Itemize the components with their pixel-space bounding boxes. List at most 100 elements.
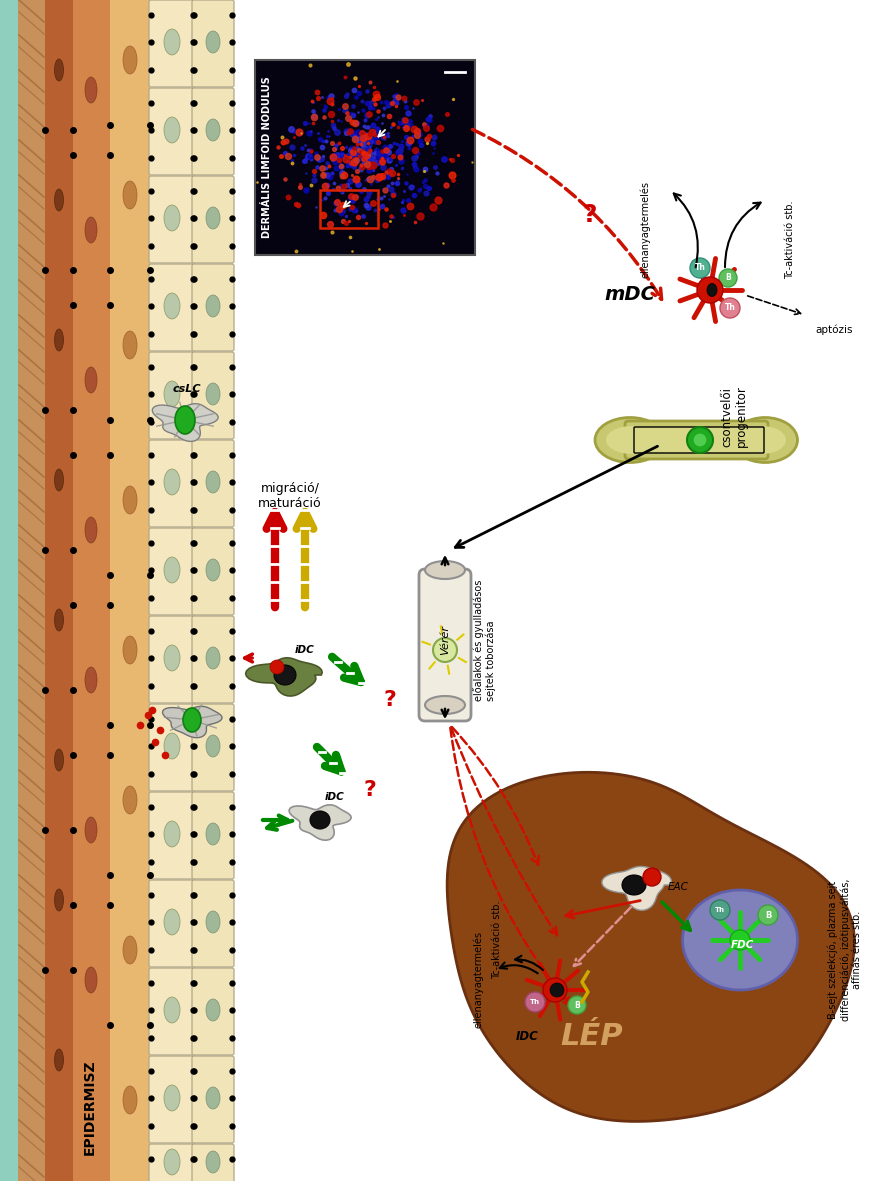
Text: Th: Th <box>530 999 540 1005</box>
Ellipse shape <box>123 181 137 209</box>
Text: ellenanyagtermelés: ellenanyagtermelés <box>473 932 484 1029</box>
Text: B: B <box>574 1000 580 1010</box>
FancyBboxPatch shape <box>192 352 234 439</box>
Text: Tc-aktiváció stb.: Tc-aktiváció stb. <box>492 901 502 979</box>
FancyBboxPatch shape <box>419 569 471 720</box>
FancyBboxPatch shape <box>149 176 195 263</box>
Ellipse shape <box>206 647 220 668</box>
Ellipse shape <box>164 557 180 583</box>
Polygon shape <box>245 658 322 696</box>
Ellipse shape <box>164 381 180 407</box>
Ellipse shape <box>85 217 97 243</box>
Text: Th: Th <box>725 304 735 313</box>
FancyBboxPatch shape <box>634 428 764 454</box>
Ellipse shape <box>206 119 220 141</box>
Text: ellenanyagtermelés: ellenanyagtermelés <box>640 182 650 279</box>
Ellipse shape <box>425 696 465 715</box>
Text: EPIDERMISZ: EPIDERMISZ <box>83 1059 97 1155</box>
Ellipse shape <box>183 707 201 732</box>
FancyBboxPatch shape <box>192 616 234 703</box>
FancyBboxPatch shape <box>192 704 234 791</box>
Ellipse shape <box>206 999 220 1022</box>
Ellipse shape <box>164 733 180 759</box>
Ellipse shape <box>123 46 137 74</box>
Ellipse shape <box>123 637 137 664</box>
Ellipse shape <box>54 189 64 211</box>
Text: előalakok és gyulladásos
sejtek toborzása: előalakok és gyulladásos sejtek toborzás… <box>473 580 496 700</box>
Ellipse shape <box>164 1085 180 1111</box>
Circle shape <box>433 638 457 663</box>
Ellipse shape <box>175 406 195 433</box>
Text: DERMÁLIS LIMFOID NODULUS: DERMÁLIS LIMFOID NODULUS <box>262 76 272 237</box>
FancyBboxPatch shape <box>149 528 195 615</box>
Ellipse shape <box>707 283 717 296</box>
FancyBboxPatch shape <box>192 0 234 87</box>
FancyBboxPatch shape <box>149 265 195 351</box>
Ellipse shape <box>85 77 97 103</box>
FancyBboxPatch shape <box>149 352 195 439</box>
Text: csLC: csLC <box>173 384 202 394</box>
Circle shape <box>710 900 730 920</box>
Bar <box>255 60 475 255</box>
Ellipse shape <box>683 890 798 990</box>
Ellipse shape <box>54 329 64 351</box>
Circle shape <box>550 983 564 997</box>
Circle shape <box>690 257 710 278</box>
Ellipse shape <box>164 909 180 935</box>
FancyBboxPatch shape <box>149 968 195 1055</box>
FancyBboxPatch shape <box>149 792 195 879</box>
Ellipse shape <box>164 997 180 1023</box>
Text: iDC: iDC <box>295 645 315 655</box>
Text: Th: Th <box>715 907 725 913</box>
Ellipse shape <box>85 967 97 993</box>
Circle shape <box>758 905 778 925</box>
FancyBboxPatch shape <box>192 441 234 527</box>
Ellipse shape <box>123 331 137 359</box>
Text: Vérér: Vérér <box>440 625 450 655</box>
Polygon shape <box>73 0 110 1181</box>
FancyBboxPatch shape <box>625 420 768 459</box>
Ellipse shape <box>206 471 220 492</box>
Polygon shape <box>110 0 150 1181</box>
Ellipse shape <box>123 937 137 964</box>
Polygon shape <box>45 0 73 1181</box>
Ellipse shape <box>164 821 180 847</box>
Ellipse shape <box>206 823 220 844</box>
Ellipse shape <box>54 469 64 491</box>
Text: csontvelői
progenitor: csontvelői progenitor <box>720 385 748 446</box>
Ellipse shape <box>54 609 64 631</box>
Ellipse shape <box>274 665 296 685</box>
Ellipse shape <box>54 59 64 81</box>
Polygon shape <box>162 706 222 738</box>
Ellipse shape <box>310 811 330 829</box>
FancyBboxPatch shape <box>149 704 195 791</box>
Ellipse shape <box>123 487 137 514</box>
FancyBboxPatch shape <box>149 89 195 175</box>
Ellipse shape <box>123 787 137 814</box>
Circle shape <box>568 996 586 1014</box>
Text: EAC: EAC <box>668 882 689 892</box>
Ellipse shape <box>206 295 220 317</box>
Ellipse shape <box>206 911 220 933</box>
Ellipse shape <box>622 875 646 895</box>
Ellipse shape <box>606 426 658 454</box>
Text: migráció/
maturáció: migráció/ maturáció <box>258 482 322 510</box>
Ellipse shape <box>206 1087 220 1109</box>
FancyBboxPatch shape <box>192 792 234 879</box>
Ellipse shape <box>206 31 220 53</box>
FancyBboxPatch shape <box>149 1144 195 1181</box>
FancyBboxPatch shape <box>149 880 195 967</box>
Ellipse shape <box>425 561 465 579</box>
Polygon shape <box>0 0 18 1181</box>
Ellipse shape <box>164 293 180 319</box>
Polygon shape <box>152 404 218 442</box>
Circle shape <box>720 298 740 318</box>
Ellipse shape <box>738 426 786 454</box>
Circle shape <box>687 428 713 454</box>
FancyBboxPatch shape <box>192 1056 234 1143</box>
Text: ?: ? <box>363 779 376 800</box>
Ellipse shape <box>164 1149 180 1175</box>
FancyBboxPatch shape <box>192 1144 234 1181</box>
FancyBboxPatch shape <box>192 265 234 351</box>
Ellipse shape <box>206 559 220 581</box>
